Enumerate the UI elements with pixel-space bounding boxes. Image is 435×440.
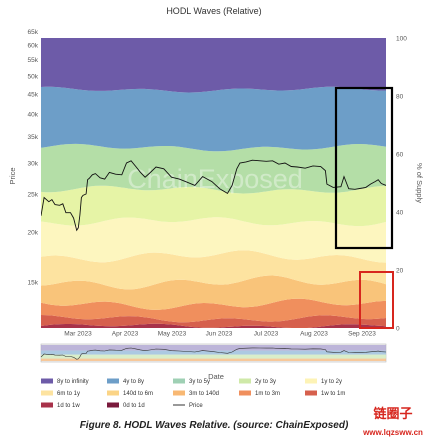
date-axis-ticks: Mar 2023 Apr 2023 May 2023 Jun 2023 Jul 2023… xyxy=(64,331,376,338)
supply-tick-label: 20 xyxy=(396,267,404,274)
supply-tick-label: 100 xyxy=(396,35,407,42)
price-axis-ticks: 20k 25k 30k 35k 40k 45k 50k 55k 60k 65k 15k xyxy=(28,29,39,286)
price-tick-label: 60k xyxy=(28,42,39,49)
site-logo: 链圈子 www.lqzsww.cn xyxy=(362,406,423,437)
highlight-boxes xyxy=(334,86,394,329)
band-8y-to-infinity xyxy=(41,38,386,93)
legend-label: 3m to 140d xyxy=(189,391,219,397)
band-1y-to-2y xyxy=(41,217,386,263)
price-tick-label: 40k xyxy=(28,111,39,118)
band-1w-to-1m xyxy=(41,315,386,328)
y-axis-title: Price xyxy=(8,167,17,184)
legend-swatch xyxy=(239,378,251,384)
price-highlight-box xyxy=(334,86,394,250)
date-tick-label: Jul 2023 xyxy=(254,331,279,338)
price-tick-label: 45k xyxy=(28,91,39,98)
supply-tick-label: 60 xyxy=(396,151,404,158)
band-1d-to-1w xyxy=(41,323,386,328)
legend-swatch xyxy=(107,402,119,408)
supply-highlight-box xyxy=(359,271,394,329)
legend-label: 0d to 1d xyxy=(123,403,145,409)
figure-caption: Figure 8. HODL Waves Relative. (source: … xyxy=(80,420,349,431)
price-tick-label: 25k xyxy=(28,191,39,198)
logo-url: www.lqzsww.cn xyxy=(362,428,423,437)
legend-label: Price xyxy=(189,403,203,409)
slider-price-line xyxy=(40,347,387,360)
supply-bands xyxy=(41,38,386,328)
legend-label: 140d to 6m xyxy=(123,391,153,397)
price-line xyxy=(41,159,386,232)
legend-swatch xyxy=(305,378,317,384)
slider-band xyxy=(41,358,386,361)
date-tick-label: Apr 2023 xyxy=(112,331,139,338)
date-tick-label: Mar 2023 xyxy=(64,331,92,338)
legend-label: 4y to 8y xyxy=(123,379,144,385)
legend-swatch xyxy=(107,378,119,384)
legend-label: 1d to 1w xyxy=(57,403,80,409)
date-tick-label: Aug 2023 xyxy=(300,331,328,338)
price-tick-label: 65k xyxy=(28,29,39,36)
price-tick-label: 30k xyxy=(28,160,39,167)
date-tick-label: Jun 2023 xyxy=(206,331,233,338)
supply-tick-label: 80 xyxy=(396,93,404,100)
band-4y-to-8y xyxy=(41,86,386,152)
band-3m-to-6m xyxy=(41,275,386,310)
band-6m-to-1y xyxy=(41,250,386,290)
legend-label: 1y to 2y xyxy=(321,379,342,385)
legend-swatch xyxy=(239,390,251,396)
date-tick-label: May 2023 xyxy=(158,331,187,338)
date-tick-label: Sep 2023 xyxy=(348,331,376,338)
y2-axis-title: % of Supply xyxy=(415,163,424,203)
price-tick-label: 20k xyxy=(28,229,39,236)
legend-swatch xyxy=(41,378,53,384)
band-1m-to-3m xyxy=(41,298,386,323)
legend-swatch xyxy=(173,378,185,384)
slider-band xyxy=(41,345,386,351)
legend-label: 1m to 3m xyxy=(255,391,280,397)
legend-swatch xyxy=(305,390,317,396)
price-series xyxy=(41,159,386,232)
band-2y-to-3y xyxy=(41,185,386,227)
price-tick-label: 50k xyxy=(28,73,39,80)
price-tick-label: 55k xyxy=(28,57,39,64)
legend-swatch xyxy=(107,390,119,396)
legend-swatch xyxy=(173,390,185,396)
range-slider[interactable] xyxy=(40,343,387,363)
logo-mark: 链圈子 xyxy=(372,406,412,422)
legend-swatch xyxy=(41,390,53,396)
supply-tick-label: 40 xyxy=(396,209,404,216)
price-tick-label: 35k xyxy=(28,134,39,141)
supply-axis-ticks: 0 20 40 60 80 100 xyxy=(396,35,407,332)
legend-label: 8y to infinity xyxy=(57,379,89,385)
supply-tick-label: 0 xyxy=(396,325,400,332)
legend-label: 6m to 1y xyxy=(57,391,80,397)
legend-label: 2y to 3y xyxy=(255,379,276,385)
legend-label: 3y to 5y xyxy=(189,379,210,385)
price-tick-label: 15k xyxy=(28,279,39,286)
range-slider-preview xyxy=(40,345,387,361)
watermark: ChainExposed xyxy=(127,164,303,194)
legend-swatch xyxy=(41,402,53,408)
chart-title: HODL Waves (Relative) xyxy=(166,6,261,16)
slider-band xyxy=(41,354,386,359)
slider-band xyxy=(41,350,386,355)
band-3y-to-5y xyxy=(41,143,386,194)
x-axis-title: Date xyxy=(208,372,224,381)
legend: 8y to infinity 4y to 8y 3y to 5y 2y to 3y 1y… xyxy=(41,378,345,409)
legend-label: 1w to 1m xyxy=(321,391,345,397)
